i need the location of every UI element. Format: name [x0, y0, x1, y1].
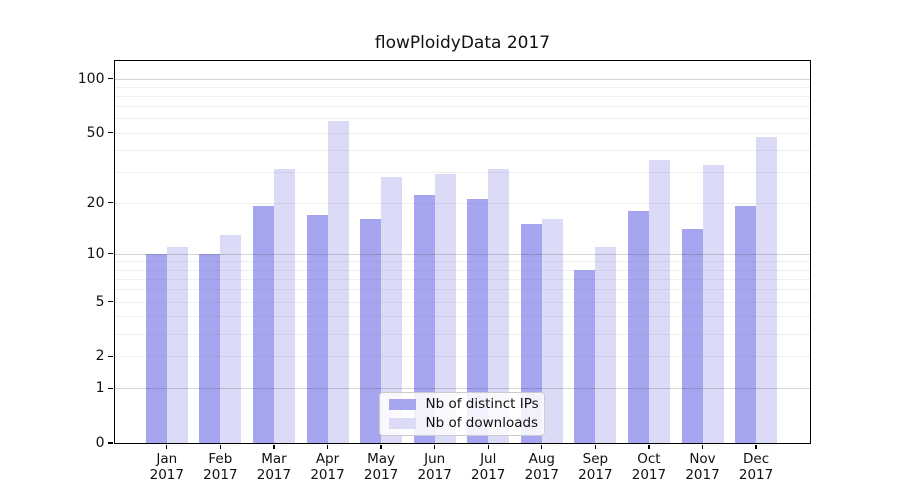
bar-may-downloads	[381, 177, 403, 443]
bar-sep-downloads	[595, 246, 617, 443]
gridline-minor-70	[114, 106, 810, 108]
bar-dec-downloads	[756, 137, 778, 443]
gridline-major-100	[114, 78, 810, 80]
gridline-minor-40	[114, 149, 810, 151]
y-tick-label-5: 5	[95, 293, 105, 310]
y-tick-5	[108, 300, 113, 303]
x-tick-may	[380, 444, 382, 449]
plot-area: Nb of distinct IPs Nb of downloads 0 1 2 5 1…	[78, 59, 811, 483]
bar-oct-distinct-ips	[627, 210, 649, 443]
bar-nov-downloads	[702, 164, 724, 443]
x-tick-label-mar: Mar 2017	[256, 450, 292, 484]
x-tick-label-dec: Dec 2017	[738, 450, 774, 484]
legend-label-downloads: Nb of downloads	[425, 415, 539, 431]
y-tick-label-0: 0	[95, 435, 105, 451]
bar-jun-distinct-ips	[413, 195, 435, 443]
bar-dec-distinct-ips	[735, 206, 757, 443]
y-tick-50	[108, 131, 113, 134]
gridline-minor-50	[114, 132, 810, 134]
x-tick-label-jan: Jan 2017	[149, 450, 184, 484]
bar-aug-downloads	[541, 219, 563, 443]
gridline-minor-90	[114, 86, 810, 88]
bar-jun-downloads	[434, 174, 456, 443]
x-tick-label-sep: Sep 2017	[578, 450, 613, 484]
x-tick-apr	[326, 444, 329, 449]
bar-jul-distinct-ips	[467, 198, 489, 443]
x-tick-nov	[701, 444, 704, 449]
x-tick-label-oct: Oct 2017	[631, 450, 667, 484]
legend-swatch-downloads	[388, 417, 416, 429]
legend: Nb of distinct IPs Nb of downloads	[378, 391, 545, 436]
bar-jan-distinct-ips	[145, 253, 167, 443]
bar-apr-downloads	[327, 121, 349, 443]
x-tick-label-may: May 2017	[363, 450, 399, 484]
bar-mar-downloads	[273, 169, 295, 443]
y-tick-2	[108, 355, 113, 357]
y-tick-1	[108, 387, 113, 389]
x-tick-feb	[219, 444, 222, 449]
bar-jul-downloads	[488, 169, 510, 443]
gridline-minor-80	[114, 96, 810, 97]
x-tick-label-aug: Aug 2017	[524, 450, 559, 484]
gridline-minor-60	[114, 118, 810, 120]
x-tick-label-jul: Jul 2017	[471, 450, 506, 484]
y-tick-label-1: 1	[95, 380, 105, 397]
x-tick-jun	[433, 444, 436, 449]
chart-title: flowPloidyData 2017	[374, 33, 551, 53]
y-tick-100	[108, 77, 113, 80]
x-tick-label-jun: Jun 2017	[417, 450, 452, 484]
x-tick-mar	[273, 444, 275, 449]
y-tick-0	[108, 442, 113, 444]
bar-nov-distinct-ips	[681, 229, 703, 443]
y-tick-label-2: 2	[95, 348, 105, 365]
bar-sep-distinct-ips	[574, 269, 596, 443]
bar-apr-distinct-ips	[306, 214, 328, 443]
x-tick-label-feb: Feb 2017	[203, 450, 238, 484]
x-tick-label-nov: Nov 2017	[685, 450, 720, 484]
bar-oct-downloads	[648, 160, 670, 443]
x-tick-label-apr: Apr 2017	[310, 450, 345, 484]
y-tick-label-10: 10	[86, 245, 105, 262]
y-tick-label-50: 50	[86, 124, 105, 141]
bar-feb-distinct-ips	[199, 253, 221, 443]
y-tick-label-20: 20	[86, 194, 105, 211]
bar-may-distinct-ips	[360, 219, 382, 443]
x-tick-dec	[755, 444, 757, 449]
bar-mar-distinct-ips	[252, 206, 274, 443]
y-tick-20	[108, 201, 113, 204]
x-tick-oct	[648, 444, 650, 449]
bar-aug-distinct-ips	[520, 224, 542, 443]
y-tick-10	[108, 252, 113, 255]
legend-item-distinct-ips: Nb of distinct IPs	[388, 396, 539, 412]
legend-item-downloads: Nb of downloads	[388, 415, 539, 431]
x-tick-jan	[166, 444, 168, 449]
bar-jan-downloads	[166, 246, 188, 443]
legend-label-distinct-ips: Nb of distinct IPs	[425, 396, 539, 412]
x-tick-jul	[487, 444, 489, 449]
legend-swatch-distinct-ips	[388, 398, 416, 410]
bar-feb-downloads	[220, 234, 242, 443]
x-tick-sep	[594, 444, 597, 449]
x-tick-aug	[541, 444, 543, 449]
y-tick-label-100: 100	[77, 70, 105, 87]
